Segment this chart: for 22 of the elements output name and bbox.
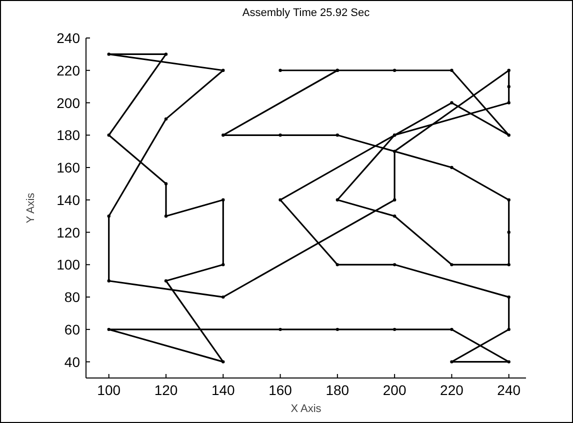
y-tick-label: 40 (64, 354, 80, 370)
y-tick-label: 120 (56, 224, 80, 240)
y-tick-label: 200 (56, 94, 80, 111)
x-tick-label: 220 (440, 382, 464, 398)
x-tick-label: 200 (382, 382, 406, 398)
x-axis-title: X Axis (290, 403, 322, 415)
chart-title: Assembly Time 25.92 Sec (242, 7, 370, 19)
x-tick-label: 100 (97, 382, 121, 398)
y-tick-label: 220 (56, 62, 80, 78)
x-tick-label: 120 (154, 382, 178, 398)
y-tick-label: 80 (64, 289, 80, 306)
y-tick-label: 140 (56, 192, 80, 208)
y-tick-label: 160 (56, 160, 80, 176)
x-tick-label: 240 (497, 382, 521, 398)
y-tick-label: 100 (56, 256, 80, 273)
y-tick-label: 240 (56, 30, 80, 46)
y-tick-label: 60 (64, 321, 80, 338)
x-tick-label: 180 (326, 382, 350, 398)
x-tick-label: 160 (268, 382, 292, 398)
y-axis-title: Y Axis (25, 192, 37, 224)
x-tick-label: 140 (211, 382, 236, 398)
y-tick-label: 180 (56, 127, 80, 144)
